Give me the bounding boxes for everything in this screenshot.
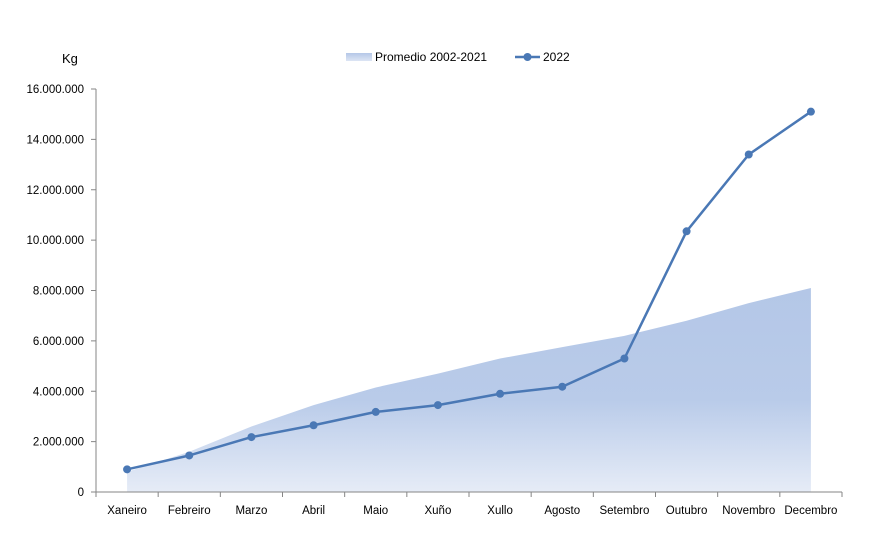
x-tick-label: Marzo <box>235 505 267 517</box>
line-series-2022 <box>126 110 812 471</box>
x-tick-label: Decembro <box>784 505 837 517</box>
y-tick-label: 0 <box>78 487 84 499</box>
data-point-2022 <box>744 150 753 159</box>
x-tick-label: Maio <box>363 505 388 517</box>
x-tick-label: Xullo <box>487 505 513 517</box>
x-tick-label: Outubro <box>666 505 708 517</box>
legend-swatch-marker <box>523 53 532 61</box>
data-point-2022 <box>496 389 505 398</box>
data-point-2022 <box>806 107 815 116</box>
labels-layer: 0 2.000.000 4.000.000 6.000.000 8.000.000 10.… <box>26 84 837 517</box>
legend-label-area: Promedio 2002-2021 <box>375 50 487 64</box>
data-point-2022 <box>620 354 629 363</box>
data-point-2022 <box>123 465 132 474</box>
data-point-2022 <box>682 227 691 236</box>
data-point-2022 <box>433 401 442 410</box>
data-point-2022 <box>371 407 380 416</box>
y-tick-label: 8.000.000 <box>33 286 84 298</box>
y-tick-label: 12.000.000 <box>26 185 84 197</box>
area-layer <box>127 287 811 492</box>
y-tick-label: 2.000.000 <box>33 437 84 449</box>
x-tick-label: Febreiro <box>168 505 211 517</box>
y-tick-label: 14.000.000 <box>26 134 84 146</box>
y-tick-label: 6.000.000 <box>33 336 84 348</box>
x-tick-label: Agosto <box>544 505 580 517</box>
legend-label-line: 2022 <box>543 50 570 64</box>
axes <box>91 88 843 497</box>
x-tick-label: Xuño <box>424 505 451 517</box>
y-axis-title: Kg <box>62 51 78 66</box>
legend-swatch-area <box>346 53 372 61</box>
x-tick-label: Novembro <box>722 505 775 517</box>
data-point-2022 <box>185 451 194 460</box>
y-tick-label: 4.000.000 <box>33 386 84 398</box>
line-layer <box>123 107 815 474</box>
area-series-promedio <box>127 287 811 492</box>
y-tick-label: 10.000.000 <box>26 235 84 247</box>
data-point-2022 <box>309 421 318 430</box>
x-tick-label: Xaneiro <box>107 505 147 517</box>
x-tick-label: Abril <box>302 505 325 517</box>
data-point-2022 <box>558 382 567 391</box>
data-point-2022 <box>247 433 256 442</box>
x-tick-label: Setembro <box>599 505 649 517</box>
legend: Promedio 2002-2021 2022 <box>346 50 570 64</box>
y-tick-label: 16.000.000 <box>26 84 84 96</box>
